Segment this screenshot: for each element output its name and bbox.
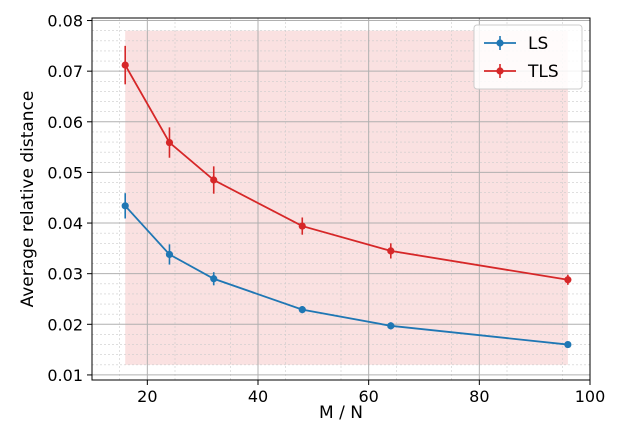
y-tick-label: 0.08 (47, 12, 83, 31)
data-point-tls (121, 61, 129, 69)
y-tick-label: 0.02 (47, 315, 83, 334)
x-tick-label: 20 (137, 387, 157, 406)
legend-marker-tls (496, 67, 504, 75)
data-point-tls (165, 138, 174, 147)
tick-layer: 20 40 60 80 100 0.01 0.02 0.03 0.04 0.05 0.06 0.07 0… (47, 12, 605, 406)
series-line-ls (124, 205, 568, 346)
y-tick-label: 0.04 (47, 214, 83, 233)
data-point-ls (165, 250, 174, 259)
legend-label-ls: LS (528, 34, 548, 54)
x-tick-label: 100 (575, 387, 606, 406)
series-line-tls (124, 64, 569, 281)
data-point-tls (298, 222, 306, 230)
data-point-ls (564, 340, 572, 349)
y-tick-label: 0.05 (47, 163, 83, 182)
data-point-ls (210, 275, 218, 283)
data-point-tls (210, 176, 218, 184)
data-point-tls (387, 247, 395, 255)
y-tick-label: 0.06 (47, 113, 83, 132)
data-point-ls (387, 322, 395, 330)
series-layer (121, 45, 572, 349)
x-tick-label: 80 (469, 387, 489, 406)
x-tick-label: 40 (248, 387, 268, 406)
data-point-ls (121, 202, 129, 210)
legend: LS TLS (473, 24, 583, 90)
y-tick-label: 0.07 (47, 62, 83, 81)
y-axis-label: Average relative distance (18, 91, 38, 308)
legend-label-tls: TLS (527, 62, 559, 82)
data-point-ls (298, 306, 306, 314)
legend-marker-ls (496, 39, 504, 47)
y-tick-label: 0.03 (47, 265, 83, 284)
data-point-tls (564, 276, 572, 284)
x-tick-label: 60 (358, 387, 378, 406)
x-axis-label: M / N (319, 403, 363, 423)
y-tick-label: 0.01 (47, 366, 83, 385)
plot-frame (91, 17, 591, 381)
